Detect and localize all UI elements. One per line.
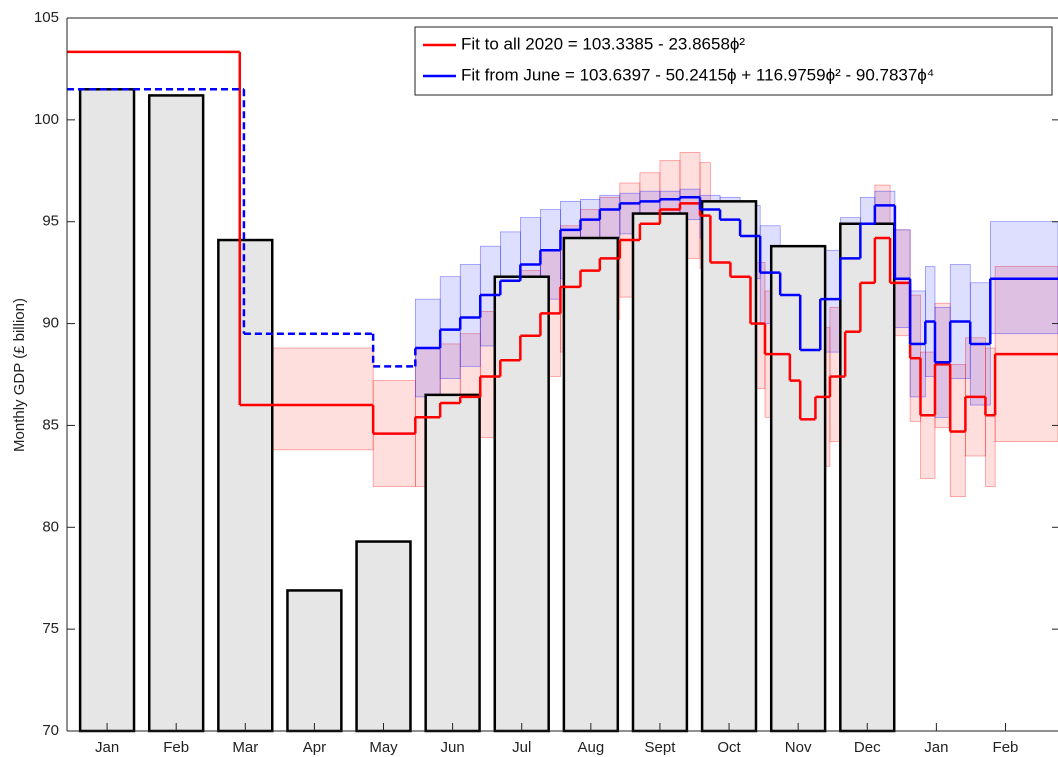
bar xyxy=(424,393,481,733)
y-tick-label: 95 xyxy=(42,213,59,230)
x-tick-label: Feb xyxy=(993,739,1019,756)
bar xyxy=(355,540,412,733)
y-tick-label: 90 xyxy=(42,315,59,332)
x-tick-label: Jul xyxy=(512,739,531,756)
x-tick-label: Jun xyxy=(441,739,465,756)
bar xyxy=(631,212,689,733)
y-axis-label: Monthly GDP (£ billion) xyxy=(11,298,28,452)
confidence-band xyxy=(459,264,481,367)
bar xyxy=(286,589,343,733)
bar xyxy=(839,222,896,733)
x-tick-label: Dec xyxy=(854,739,881,756)
bar xyxy=(217,238,274,733)
bar xyxy=(700,200,758,733)
bar xyxy=(562,236,620,733)
y-tick-label: 80 xyxy=(42,518,59,535)
y-tick-label: 85 xyxy=(42,416,59,433)
bar xyxy=(147,94,205,733)
x-tick-label: Feb xyxy=(163,739,189,756)
bar xyxy=(78,88,136,733)
x-tick-label: May xyxy=(369,739,398,756)
legend-box xyxy=(414,26,1053,96)
x-tick-label: Sept xyxy=(645,739,677,756)
x-tick-label: Jan xyxy=(924,739,948,756)
y-tick-label: 70 xyxy=(42,722,59,739)
x-tick-label: Nov xyxy=(785,739,812,756)
x-tick-label: Jan xyxy=(95,739,119,756)
x-tick-label: Oct xyxy=(717,739,741,756)
x-tick-label: Apr xyxy=(303,739,326,756)
legend-label: Fit to all 2020 = 103.3385 - 23.8658ϕ² xyxy=(461,34,745,53)
bar xyxy=(493,275,550,733)
confidence-band xyxy=(439,276,461,379)
y-tick-label: 75 xyxy=(42,620,59,637)
x-tick-label: Mar xyxy=(232,739,258,756)
legend: Fit to all 2020 = 103.3385 - 23.8658ϕ² Fi… xyxy=(414,26,1053,96)
legend-label: Fit from June = 103.6397 - 50.2415ϕ + 11… xyxy=(461,65,934,84)
y-tick-label: 105 xyxy=(34,9,59,26)
y-tick-label: 100 xyxy=(34,111,59,128)
bar xyxy=(769,244,827,733)
x-tick-label: Aug xyxy=(577,739,604,756)
